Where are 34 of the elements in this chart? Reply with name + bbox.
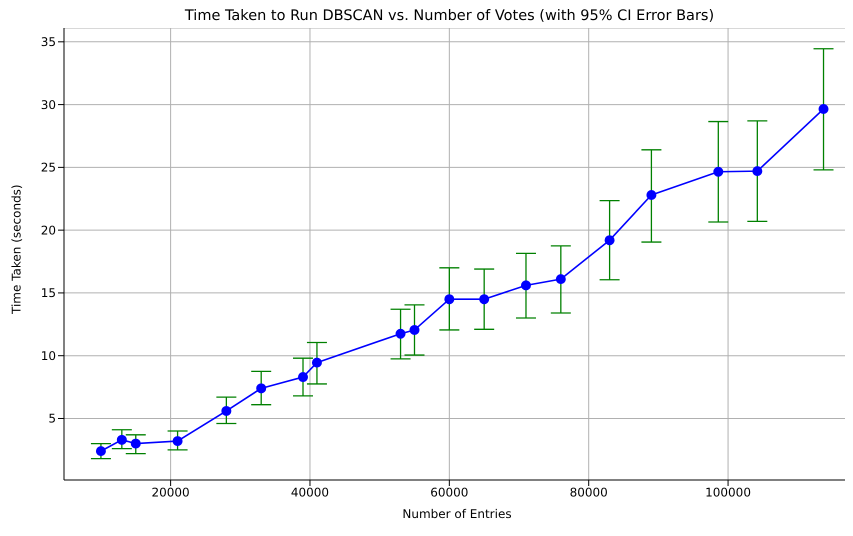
point	[604, 235, 615, 246]
y-tick-label: 35	[40, 35, 56, 50]
point	[409, 324, 420, 335]
y-tick-label: 30	[40, 98, 56, 112]
y-axis-title: Time Taken (seconds)	[9, 184, 24, 315]
y-tick-label: 5	[48, 412, 56, 426]
point	[713, 166, 724, 177]
x-tick-label: 20000	[152, 486, 190, 500]
x-tick-label: 40000	[290, 486, 330, 500]
point	[116, 434, 127, 445]
point	[130, 438, 141, 449]
y-tick-label: 20	[40, 223, 56, 238]
chart-title: Time Taken to Run DBSCAN vs. Number of Votes (with 95% CI Error Bars)	[184, 8, 716, 26]
x-tick-label: 100000	[705, 486, 751, 500]
point	[298, 372, 308, 382]
point	[312, 358, 322, 368]
x-axis-title: Number of Entries	[402, 507, 512, 521]
point	[221, 406, 232, 416]
point	[556, 274, 566, 284]
y-tick-label: 10	[40, 348, 56, 363]
point	[646, 190, 656, 200]
x-tick-label: 60000	[430, 486, 468, 500]
point	[520, 280, 531, 290]
point	[818, 104, 829, 114]
point	[479, 294, 490, 304]
point	[444, 294, 454, 304]
point	[396, 328, 406, 339]
x-tick-label: 80000	[570, 486, 608, 500]
point	[96, 446, 106, 456]
y-tick-label: 25	[40, 160, 56, 175]
point	[256, 383, 266, 394]
y-tick-label: 15	[40, 286, 56, 300]
point	[172, 436, 183, 446]
point	[752, 166, 762, 176]
